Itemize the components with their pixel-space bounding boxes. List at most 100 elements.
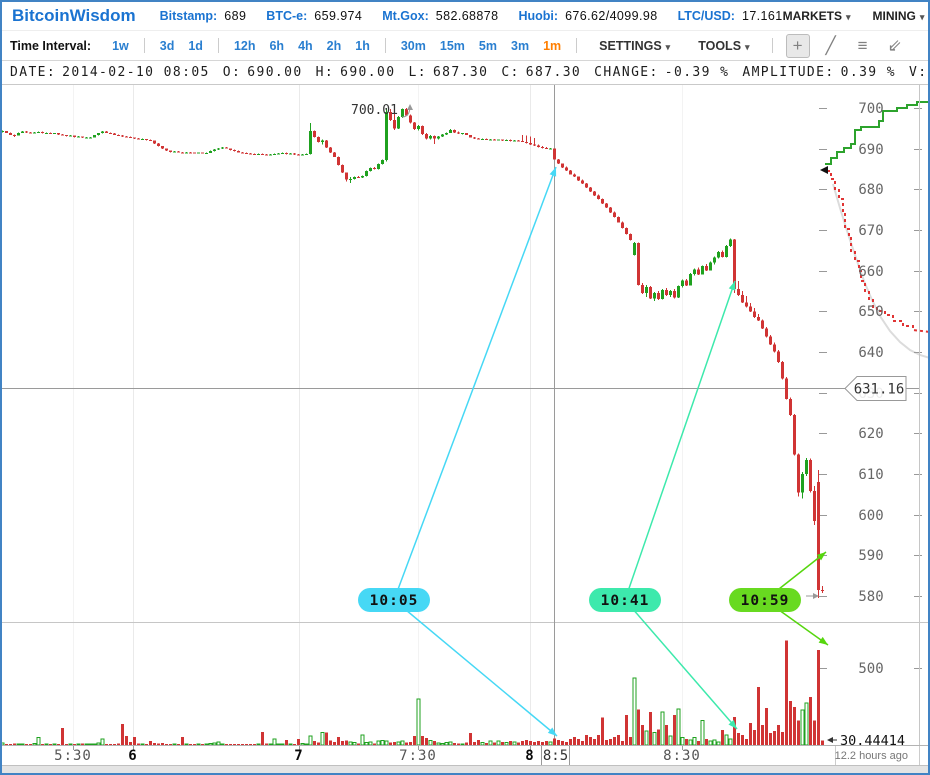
interval-list: 1w 3d 1d 12h 6h 4h 2h 1h 30m 15m 5m 3m 1m bbox=[105, 38, 568, 53]
trade-time-label: 10:41 bbox=[601, 593, 650, 609]
exchange-ticker[interactable]: Huobi: 676.62/4099.98 bbox=[518, 9, 657, 23]
page-border bbox=[0, 0, 2, 775]
ticker-value: 676.62/4099.98 bbox=[565, 9, 658, 23]
interval-30m[interactable]: 30m bbox=[400, 38, 426, 53]
horizontal-lines-icon[interactable]: ≡ bbox=[857, 35, 868, 55]
ohlc-field: AMPLITUDE: 0.39 % bbox=[742, 65, 896, 80]
time-interval-label: Time Interval: bbox=[10, 38, 92, 53]
ohlc-field-label: H: bbox=[315, 64, 335, 80]
ticker-label: BTC-e: bbox=[266, 9, 308, 23]
toolbar-separator bbox=[384, 38, 386, 53]
time-axis-label: 7:30 bbox=[399, 748, 437, 764]
ticker-label: LTC/USD: bbox=[677, 9, 735, 23]
interval-1m[interactable]: 1m bbox=[543, 38, 562, 53]
price-axis-label: 690 bbox=[858, 142, 883, 158]
exchange-ticker[interactable]: BTC-e: 659.974 bbox=[266, 9, 362, 23]
session-high-label: 700.01 bbox=[351, 103, 398, 118]
time-axis[interactable]: 5:30 6 7 7:30 8 8:30 8:5 12.2 hours ago bbox=[0, 745, 930, 766]
ticker-value: 17.161 bbox=[741, 9, 783, 23]
trade-annotations: 10:05 10:41 10:59 bbox=[358, 166, 829, 737]
toolbar-separator bbox=[771, 38, 773, 53]
ohlc-field: CHANGE: -0.39 % bbox=[594, 65, 729, 80]
volume-series bbox=[0, 640, 824, 746]
exchange-ticker[interactable]: Mt.Gox: 582.68878 bbox=[382, 9, 498, 23]
markets-menu[interactable]: MARKETS ▾ bbox=[782, 9, 851, 23]
time-axis-label: 7 bbox=[294, 748, 304, 764]
volume-axis-label: 500 bbox=[858, 661, 883, 677]
settings-menu[interactable]: SETTINGS ▾ bbox=[599, 38, 671, 53]
bottom-strip bbox=[0, 765, 930, 773]
interval-3m[interactable]: 3m bbox=[511, 38, 530, 53]
interval-5m[interactable]: 5m bbox=[478, 38, 497, 53]
ticker-label: Mt.Gox: bbox=[382, 9, 429, 23]
price-axis-label: 680 bbox=[858, 182, 883, 198]
ohlc-field-value: 690.00 bbox=[340, 64, 396, 80]
exchange-ticker[interactable]: LTC/USD: 17.161 bbox=[678, 9, 783, 23]
trade-time-bubble[interactable] bbox=[729, 588, 801, 612]
crosshair-price-label-box bbox=[844, 376, 907, 401]
toolbar-separator bbox=[143, 38, 145, 53]
ohlc-field-label: O: bbox=[222, 64, 242, 80]
chart-canvas[interactable]: 7006906806706606506406306206106005905805… bbox=[0, 85, 930, 765]
ohlc-field: H: 690.00 bbox=[316, 65, 396, 80]
interval-12h[interactable]: 12h bbox=[233, 38, 256, 53]
angle-arrows-icon[interactable]: ⇙ bbox=[887, 35, 902, 55]
ohlc-field: DATE: 2014-02-10 08:05 bbox=[10, 65, 210, 80]
header-right: MARKETS▾ MINING▾ Login or bbox=[783, 9, 928, 23]
chart-age-label: 12.2 hours ago bbox=[834, 750, 908, 762]
price-axis-label: 640 bbox=[858, 345, 883, 361]
ohlc-field-label: V: bbox=[909, 64, 928, 80]
ticker-value: 689 bbox=[224, 9, 247, 23]
mining-menu[interactable]: MINING ▾ bbox=[872, 9, 925, 23]
time-axis-label: 8:30 bbox=[663, 748, 701, 764]
ohlc-field-value: 687.30 bbox=[432, 64, 489, 80]
ohlc-info-bar: DATE: 2014-02-10 08:05 O: 690.00 H: 690.00 L: 6… bbox=[2, 60, 928, 85]
trendline-icon[interactable]: ╱ bbox=[825, 35, 836, 55]
crosshair-icon[interactable]: + bbox=[785, 33, 810, 58]
exchange-ticker[interactable]: Bitstamp: 689 bbox=[160, 9, 247, 23]
app-logo[interactable]: BitcoinWisdom bbox=[12, 6, 136, 25]
trade-time-label: 10:59 bbox=[741, 593, 790, 609]
time-tick-mark bbox=[73, 746, 74, 750]
current-price-marker-icon bbox=[820, 166, 828, 174]
ohlc-field-value: 690.00 bbox=[247, 64, 303, 80]
last-price-arrow-icon bbox=[813, 593, 819, 599]
crosshair bbox=[0, 85, 919, 745]
price-axis-label: 670 bbox=[858, 223, 883, 239]
interval-4h[interactable]: 4h bbox=[298, 38, 313, 53]
toolbar-separator bbox=[217, 38, 219, 53]
time-axis-label: 5:30 bbox=[54, 748, 92, 764]
ticker-label: Bitstamp: bbox=[159, 9, 218, 23]
price-axis-label: 600 bbox=[858, 508, 883, 524]
time-axis-label: 8 bbox=[525, 748, 535, 764]
caret-down-icon: ▾ bbox=[745, 41, 750, 52]
price-axis-label: 660 bbox=[858, 264, 883, 280]
interval-2h[interactable]: 2h bbox=[326, 38, 342, 53]
trade-time-bubble[interactable] bbox=[358, 588, 430, 612]
ohlc-field: V:43.00 bbox=[909, 65, 928, 80]
interval-3d[interactable]: 3d bbox=[159, 38, 175, 53]
ticker-label: Huobi: bbox=[518, 9, 559, 23]
page-border bbox=[0, 0, 930, 2]
caret-down-icon: ▾ bbox=[919, 12, 925, 22]
ohlc-field: L: 687.30 bbox=[408, 65, 488, 80]
crosshair-price-label: 631.16 bbox=[854, 382, 905, 398]
exchange-tickers: Bitstamp: 689 BTC-e: 659.974 Mt.Gox: 582.6887… bbox=[160, 9, 783, 23]
trade-time-bubble[interactable] bbox=[589, 588, 661, 612]
ohlc-field: C: 687.30 bbox=[501, 65, 581, 80]
axis-divider bbox=[919, 746, 920, 766]
interval-6h[interactable]: 6h bbox=[269, 38, 285, 53]
tools-menu[interactable]: TOOLS ▾ bbox=[698, 38, 750, 53]
interval-1w[interactable]: 1w bbox=[112, 38, 129, 53]
time-tick-mark bbox=[682, 746, 683, 750]
tool-icons: + ╱ ≡ ⇙ bbox=[781, 33, 911, 58]
time-axis-label: 6 bbox=[128, 748, 138, 764]
ticker-value: 582.68878 bbox=[435, 9, 499, 23]
interval-1d[interactable]: 1d bbox=[188, 38, 203, 53]
interval-15m[interactable]: 15m bbox=[439, 38, 465, 53]
price-axis-label: 580 bbox=[858, 589, 883, 605]
candlestick-series bbox=[1, 108, 824, 599]
interval-1h[interactable]: 1h bbox=[355, 38, 370, 53]
page-border bbox=[0, 773, 930, 775]
